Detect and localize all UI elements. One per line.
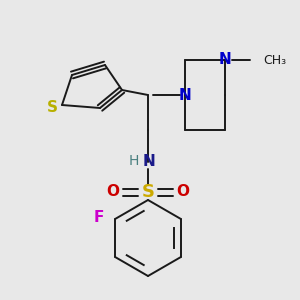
- Text: N: N: [219, 52, 231, 68]
- Text: N: N: [178, 88, 191, 103]
- Text: O: O: [106, 184, 119, 200]
- Text: S: S: [46, 100, 58, 115]
- Text: H: H: [129, 154, 139, 168]
- Text: N: N: [142, 154, 155, 169]
- Text: F: F: [94, 209, 104, 224]
- Text: CH₃: CH₃: [263, 53, 286, 67]
- Text: O: O: [176, 184, 190, 200]
- Text: S: S: [142, 183, 154, 201]
